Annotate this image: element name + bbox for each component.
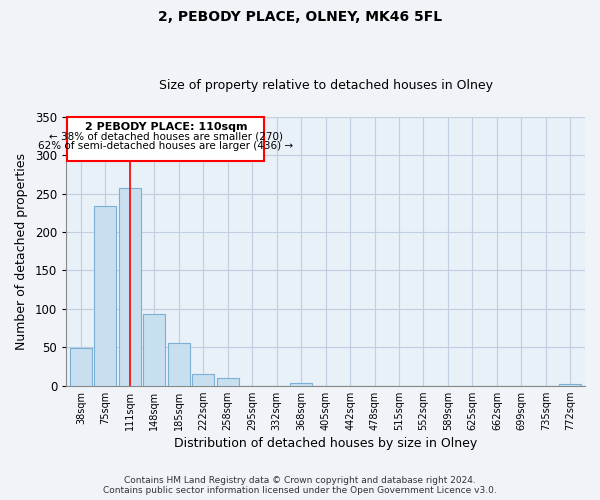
Title: Size of property relative to detached houses in Olney: Size of property relative to detached ho… xyxy=(158,79,493,92)
Y-axis label: Number of detached properties: Number of detached properties xyxy=(15,152,28,350)
Bar xyxy=(94,206,116,386)
Bar xyxy=(168,344,190,386)
Text: ← 38% of detached houses are smaller (270): ← 38% of detached houses are smaller (27… xyxy=(49,132,283,141)
Bar xyxy=(192,374,214,386)
Text: 62% of semi-detached houses are larger (436) →: 62% of semi-detached houses are larger (… xyxy=(38,142,293,152)
Bar xyxy=(559,384,581,386)
Bar xyxy=(70,348,92,386)
Bar xyxy=(143,314,166,386)
Text: 2, PEBODY PLACE, OLNEY, MK46 5FL: 2, PEBODY PLACE, OLNEY, MK46 5FL xyxy=(158,10,442,24)
Bar xyxy=(217,378,239,386)
Bar xyxy=(119,188,141,386)
Text: Contains HM Land Registry data © Crown copyright and database right 2024.
Contai: Contains HM Land Registry data © Crown c… xyxy=(103,476,497,495)
Bar xyxy=(290,382,312,386)
X-axis label: Distribution of detached houses by size in Olney: Distribution of detached houses by size … xyxy=(174,437,477,450)
Text: 2 PEBODY PLACE: 110sqm: 2 PEBODY PLACE: 110sqm xyxy=(85,122,247,132)
FancyBboxPatch shape xyxy=(67,117,265,160)
